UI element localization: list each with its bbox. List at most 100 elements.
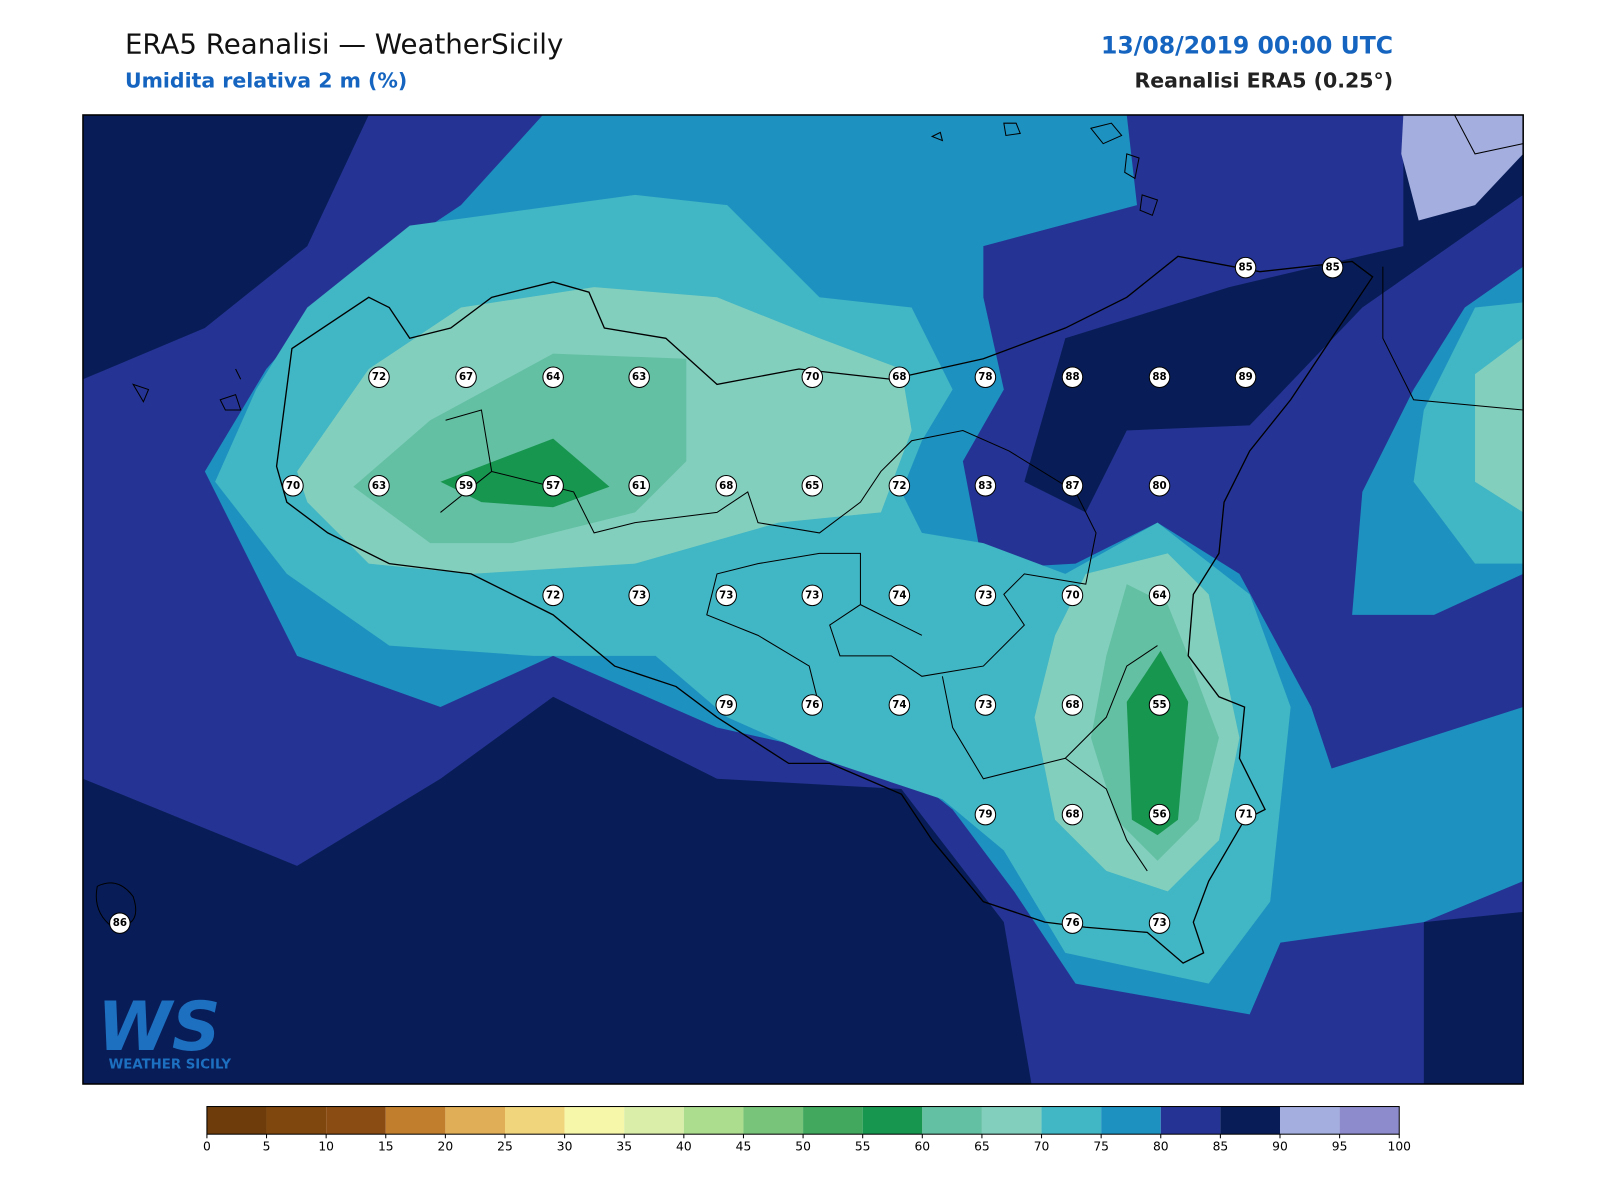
station-marker (974, 584, 997, 607)
station-marker (715, 694, 738, 716)
station-marker (1148, 475, 1171, 497)
station-marker (974, 803, 997, 826)
station-marker (974, 475, 997, 497)
station-marker (1061, 475, 1084, 497)
station-value: 64 (546, 371, 560, 383)
station-value: 67 (459, 371, 473, 383)
station-marker (455, 366, 477, 388)
station-value: 68 (892, 371, 906, 383)
station-value: 73 (719, 589, 733, 601)
station-value: 89 (1238, 371, 1252, 383)
station-marker (974, 366, 997, 388)
subtitle: Umidita relativa 2 m (%) (125, 68, 407, 92)
colorbar-tick-label: 90 (1272, 1140, 1288, 1154)
station-marker (801, 584, 824, 607)
station-marker (801, 366, 824, 388)
station-marker (628, 475, 650, 497)
station-marker (888, 366, 911, 388)
station-value: 88 (1065, 371, 1079, 383)
colorbar-tick-label: 60 (914, 1140, 930, 1154)
station-value: 73 (1152, 917, 1166, 929)
colorbar-swatch (564, 1106, 625, 1135)
station-value: 57 (546, 480, 560, 492)
colorbar-tick-label: 25 (497, 1140, 513, 1154)
logo: WS WEATHER SICILY (97, 987, 231, 1072)
station-marker (715, 475, 738, 497)
colorbar-swatch (1220, 1106, 1280, 1135)
colorbar-tick-label: 5 (263, 1140, 271, 1154)
station-marker (109, 912, 131, 934)
station-marker (1148, 803, 1171, 826)
map-frame (82, 114, 1524, 1085)
station-marker (974, 694, 997, 716)
colorbar-swatch (922, 1106, 982, 1135)
station-marker (888, 584, 911, 607)
station-value: 72 (372, 371, 386, 383)
station-marker (1148, 694, 1171, 716)
station-value: 63 (632, 371, 646, 383)
station-value: 87 (1065, 480, 1079, 492)
station-value: 72 (546, 589, 560, 601)
colorbar-tick-label: 30 (557, 1140, 573, 1154)
colorbar-swatch (445, 1106, 505, 1135)
station-marker (542, 475, 564, 497)
station-value: 73 (978, 589, 992, 601)
logo-name: WEATHER SICILY (109, 1058, 232, 1073)
colorbar-tick-label: 35 (616, 1140, 632, 1154)
colorbar-swatch (1280, 1106, 1340, 1135)
station-marker (542, 584, 564, 607)
station-marker (1061, 584, 1084, 607)
colorbar-tick-label: 50 (795, 1140, 811, 1154)
station-marker (368, 475, 390, 497)
colorbar-swatch (624, 1106, 684, 1135)
colorbar-swatch (504, 1106, 565, 1135)
colorbar-tick-label: 65 (974, 1140, 990, 1154)
colorbar-tick-label: 100 (1388, 1140, 1411, 1154)
station-value: 74 (892, 589, 906, 601)
station-value: 56 (1152, 809, 1166, 821)
station-marker (801, 475, 824, 497)
colorbar-tick-label: 15 (378, 1140, 394, 1154)
station-marker (801, 694, 824, 716)
colorbar-tick-label: 75 (1093, 1140, 1109, 1154)
station-value: 78 (978, 371, 992, 383)
station-marker (282, 475, 304, 497)
station-value: 86 (113, 917, 127, 929)
station-value: 73 (632, 589, 646, 601)
station-marker (1061, 366, 1084, 388)
station-marker (628, 366, 650, 388)
station-marker (1061, 694, 1084, 716)
colorbar-swatch (266, 1106, 327, 1135)
station-value: 68 (1065, 699, 1079, 711)
colorbar-swatch (1101, 1106, 1161, 1135)
station-value: 61 (632, 480, 646, 492)
station-marker (1061, 803, 1084, 826)
station-value: 59 (459, 480, 473, 492)
colorbar-swatch (326, 1106, 386, 1135)
station-marker (1321, 256, 1344, 279)
station-marker (888, 694, 911, 716)
station-value: 63 (372, 480, 386, 492)
station-marker (1148, 912, 1171, 934)
datetime: 13/08/2019 00:00 UTC (1101, 32, 1393, 60)
source: Reanalisi ERA5 (0.25°) (1134, 68, 1393, 92)
station-value: 72 (892, 480, 906, 492)
colorbar-tick-label: 95 (1332, 1140, 1348, 1154)
station-value: 65 (805, 480, 819, 492)
station-value: 71 (1238, 809, 1252, 821)
station-marker (1061, 912, 1084, 934)
station-value: 64 (1152, 589, 1166, 601)
colorbar-tick-label: 80 (1153, 1140, 1169, 1154)
colorbar-swatch (1339, 1106, 1400, 1135)
station-marker (542, 366, 564, 388)
station-value: 55 (1152, 699, 1166, 711)
station-value: 68 (719, 480, 733, 492)
station-marker (455, 475, 477, 497)
station-marker (1234, 256, 1257, 279)
station-value: 80 (1152, 480, 1166, 492)
colorbar-tick-label: 70 (1034, 1140, 1050, 1154)
colorbar-swatch (981, 1106, 1042, 1135)
station-marker (1148, 584, 1171, 607)
colorbar-swatch (803, 1106, 863, 1135)
